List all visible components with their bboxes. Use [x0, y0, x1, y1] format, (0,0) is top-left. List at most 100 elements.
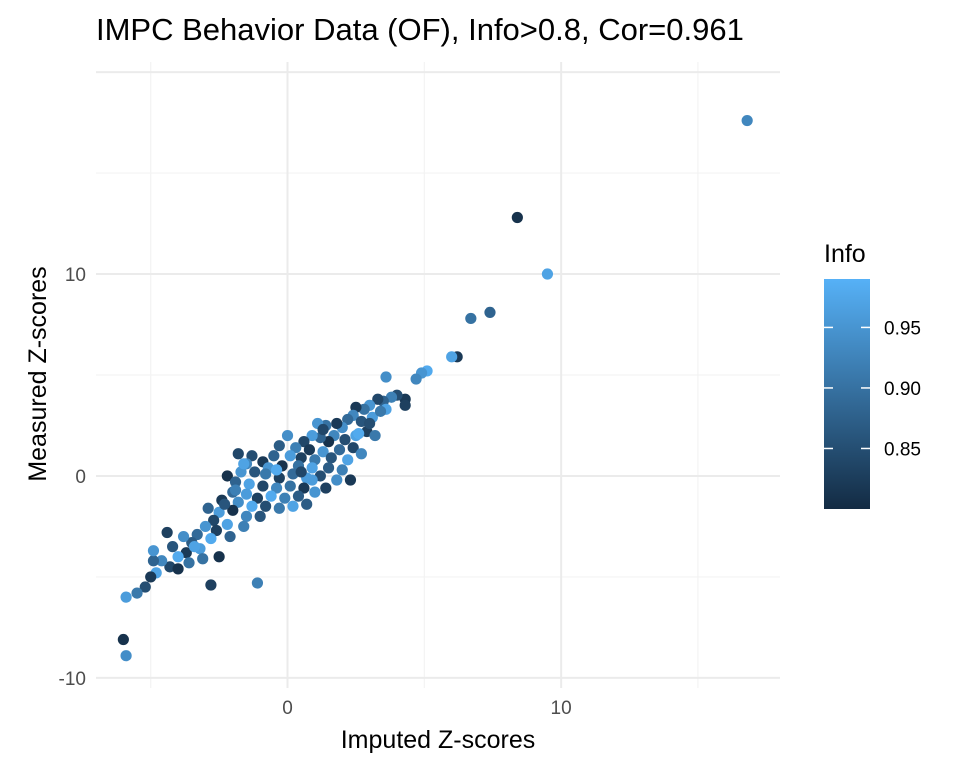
data-point: [317, 423, 329, 436]
data-point: [511, 211, 523, 224]
colorbar-tick-label: 0.95: [884, 318, 921, 339]
data-point: [399, 399, 411, 411]
data-point: [284, 450, 296, 462]
data-point: [347, 442, 359, 454]
data-point: [342, 413, 354, 426]
y-axis-title: Measured Z-scores: [24, 266, 52, 481]
chart-title: IMPC Behavior Data (OF), Info>0.8, Cor=0…: [96, 12, 744, 47]
data-point: [331, 474, 343, 486]
data-point: [374, 405, 387, 417]
data-point: [465, 312, 477, 325]
data-point: [172, 563, 184, 575]
data-point: [446, 351, 458, 363]
data-point: [333, 444, 346, 456]
data-point: [147, 545, 160, 557]
data-point: [197, 553, 209, 565]
data-point: [339, 434, 351, 446]
data-point: [484, 306, 496, 318]
data-point: [273, 440, 285, 452]
data-point: [229, 476, 242, 488]
data-point: [317, 446, 329, 458]
data-point: [290, 442, 302, 454]
data-point: [372, 393, 384, 405]
data-point: [117, 633, 129, 646]
data-point: [249, 466, 261, 478]
data-point: [210, 524, 222, 537]
data-point: [188, 541, 201, 553]
legend-title: Info: [824, 240, 866, 268]
data-point: [202, 502, 214, 514]
data-point: [273, 502, 285, 514]
data-point: [229, 484, 242, 496]
data-point: [298, 482, 310, 494]
data-point: [410, 373, 422, 385]
data-point: [240, 488, 253, 500]
data-point: [257, 480, 269, 492]
data-point: [298, 436, 310, 448]
colorbar: [824, 279, 870, 509]
data-point: [246, 500, 258, 512]
y-tick-label: -10: [59, 669, 86, 690]
data-point: [265, 490, 277, 502]
data-point: [161, 526, 173, 539]
data-point: [541, 268, 554, 280]
data-point: [172, 551, 184, 563]
data-point: [287, 500, 299, 512]
data-point: [295, 466, 307, 478]
data-point: [221, 470, 233, 482]
data-point: [281, 429, 294, 442]
data-point: [369, 429, 381, 442]
data-point: [309, 486, 321, 498]
data-point: [284, 480, 296, 492]
data-point: [156, 555, 168, 567]
colorbar-tick-label: 0.85: [884, 439, 921, 460]
data-point: [205, 532, 217, 545]
data-point: [218, 498, 231, 510]
data-point: [292, 490, 305, 502]
data-point: [380, 371, 392, 383]
data-point: [336, 464, 348, 476]
y-tick-label: 10: [65, 265, 86, 286]
data-point: [120, 591, 132, 603]
x-axis-title: Imputed Z-scores: [341, 726, 536, 754]
y-tick-label: 0: [75, 467, 86, 488]
data-point: [306, 429, 318, 442]
data-point: [224, 530, 236, 543]
data-points: [117, 114, 753, 662]
data-point: [260, 500, 272, 512]
x-tick-label: 0: [282, 698, 293, 719]
data-point: [320, 482, 332, 494]
data-point: [303, 444, 316, 456]
data-point: [147, 555, 160, 567]
color-legend: Info 0.85 0.90 0.95: [824, 240, 921, 509]
data-point: [306, 462, 318, 474]
data-point: [177, 530, 190, 543]
data-point: [131, 587, 143, 599]
data-point: [232, 496, 244, 508]
data-point: [355, 448, 367, 460]
data-point: [260, 468, 272, 480]
colorbar-ticks: 0.85 0.90 0.95: [824, 318, 921, 460]
data-point: [301, 498, 313, 510]
data-point: [306, 474, 318, 486]
y-axis-ticks: -10 0 10: [59, 265, 86, 690]
plot-grid: [96, 62, 780, 688]
data-point: [364, 417, 376, 430]
data-point: [325, 452, 337, 464]
data-point: [741, 114, 753, 127]
data-point: [145, 571, 157, 583]
data-point: [270, 464, 283, 476]
data-point: [199, 520, 212, 533]
data-point: [279, 492, 291, 504]
data-point: [353, 427, 365, 440]
data-point: [208, 514, 220, 526]
x-axis-ticks: 0 10: [282, 698, 571, 719]
data-point: [331, 417, 343, 430]
colorbar-tick-label: 0.90: [884, 379, 921, 400]
data-point: [251, 492, 264, 504]
data-point: [232, 448, 244, 460]
data-point: [251, 577, 264, 589]
data-point: [213, 551, 225, 563]
data-point: [240, 510, 253, 522]
